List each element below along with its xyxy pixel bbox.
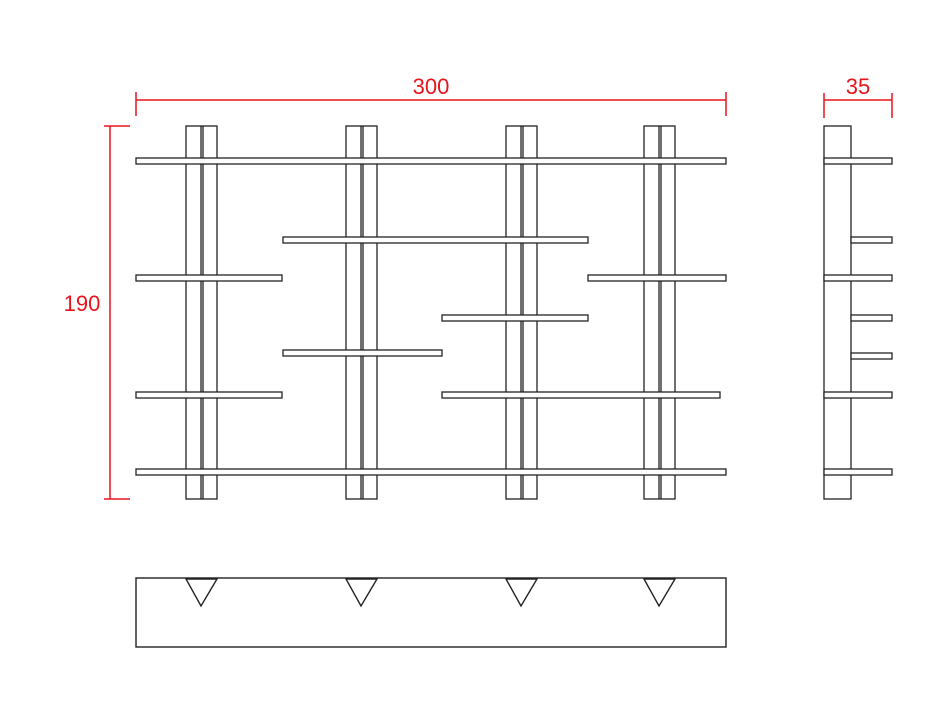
upright-post — [185, 125, 218, 500]
side-upright — [823, 125, 852, 500]
side-shelf-full — [823, 468, 893, 476]
side-elevation — [823, 125, 893, 500]
upright-post — [505, 125, 538, 500]
front-elevation — [135, 125, 727, 500]
post-section-triangle — [504, 578, 539, 608]
width-dimension-label: 300 — [413, 74, 450, 99]
shelf-board — [441, 314, 589, 322]
side-shelf-half — [850, 314, 893, 322]
height-dimension-label: 190 — [64, 291, 101, 316]
post-section-triangle — [184, 578, 219, 608]
width-dimension — [135, 92, 727, 116]
shelf-board — [282, 236, 589, 244]
side-shelf-full — [823, 391, 893, 399]
shelf-board — [441, 391, 721, 399]
shelf-board — [282, 349, 443, 357]
height-dimension — [104, 125, 130, 500]
post-section-triangle — [642, 578, 677, 608]
shelf-board — [135, 391, 283, 399]
plan-view — [135, 577, 727, 648]
side-shelf-full — [823, 157, 893, 165]
post-section-triangle — [344, 578, 379, 608]
plan-outline — [135, 577, 727, 648]
side-shelf-half — [850, 352, 893, 360]
shelf-board — [135, 468, 727, 476]
upright-post — [643, 125, 676, 500]
side-shelf-half — [850, 236, 893, 244]
depth-dimension-label: 35 — [846, 74, 870, 99]
shelf-board — [135, 274, 283, 282]
side-shelf-full — [823, 274, 893, 282]
depth-dimension — [823, 93, 893, 118]
upright-post — [345, 125, 378, 500]
shelf-board — [135, 157, 727, 165]
shelf-board — [587, 274, 727, 282]
